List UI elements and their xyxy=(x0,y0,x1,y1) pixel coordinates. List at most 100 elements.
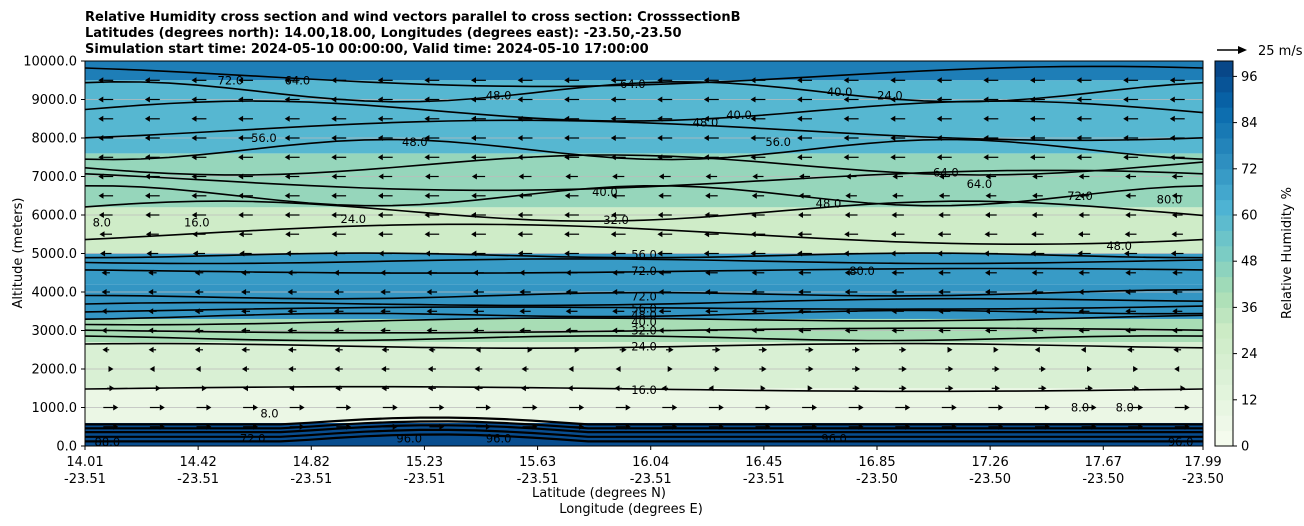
wind-vector-head xyxy=(475,346,481,353)
wind-vector-head xyxy=(241,289,247,295)
wind-vector-head xyxy=(284,173,290,180)
wind-vector-head xyxy=(1078,212,1084,218)
wind-vector-head xyxy=(621,346,627,353)
wind-vector-head xyxy=(377,212,383,218)
contour-line xyxy=(85,297,1203,307)
contour-label: 96.0 xyxy=(396,431,422,445)
wind-vector-head xyxy=(705,269,711,276)
humidity-band xyxy=(85,342,1203,389)
wind-vector-head xyxy=(564,192,570,199)
x-tick-label-lon: -23.51 xyxy=(743,472,785,487)
wind-vector-head xyxy=(905,404,911,411)
x-tick-label-lat: 17.67 xyxy=(1085,455,1122,470)
wind-vector-head xyxy=(985,173,991,180)
x-tick-label-lat: 14.01 xyxy=(66,455,103,470)
wind-vector-head xyxy=(471,212,476,218)
contour-label: 72.0 xyxy=(218,73,244,87)
wind-vector-head xyxy=(98,96,104,103)
wind-vector-head xyxy=(1123,96,1129,103)
contour-label: 48.0 xyxy=(816,196,842,210)
contour-line xyxy=(85,138,1203,161)
wind-vector-head xyxy=(657,96,663,103)
wind-vector-head xyxy=(1174,366,1180,372)
wind-vector-head xyxy=(983,154,989,161)
wind-vector-head xyxy=(948,366,954,372)
wind-vector-head xyxy=(610,77,616,84)
wind-vector-head xyxy=(287,289,293,295)
wind-vector-head xyxy=(1123,77,1129,84)
wind-vector-head xyxy=(1030,115,1035,122)
wind-vector-head xyxy=(565,269,571,276)
wind-vector-head xyxy=(473,327,478,334)
wind-vector-head xyxy=(532,404,538,411)
wind-vector-head xyxy=(985,327,990,334)
wind-vector-head xyxy=(705,173,711,180)
wind-vector-head xyxy=(380,289,386,295)
wind-vector-head xyxy=(101,327,107,334)
wind-vector-head xyxy=(718,404,724,411)
wind-vector-head xyxy=(471,173,477,180)
wind-vector-head xyxy=(1172,289,1178,295)
wind-vector-head xyxy=(751,269,757,276)
wind-vector-head xyxy=(238,96,244,103)
wind-vector-head xyxy=(238,77,244,84)
quiver-key-label: 25 m/s xyxy=(1258,44,1303,59)
wind-vector-head xyxy=(951,404,957,411)
wind-vector-head xyxy=(517,154,523,161)
plot-area: 96.0 96.0 96.0 96.088.0 72.08.016.024.032.04… xyxy=(85,61,1203,446)
wind-vector-head xyxy=(194,308,200,315)
wind-vector-head xyxy=(192,231,198,238)
contour-label: 64.0 xyxy=(620,77,646,91)
wind-vector-head xyxy=(845,173,851,180)
wind-vector-head xyxy=(206,404,212,411)
wind-vector-head xyxy=(333,308,339,315)
wind-vector-head xyxy=(335,385,341,392)
wind-vector-head xyxy=(380,327,386,334)
x-tick-label-lat: 16.45 xyxy=(745,455,782,470)
wind-vector-head xyxy=(334,366,340,372)
contour-label: 72.0 xyxy=(1067,189,1093,203)
wind-vector-head xyxy=(146,250,152,257)
colorbar-segment xyxy=(1215,322,1233,339)
wind-vector-head xyxy=(995,385,1000,392)
contour-label: 96.0 xyxy=(486,431,512,445)
wind-vector-head xyxy=(718,423,724,430)
wind-vector-head xyxy=(532,423,538,430)
wind-vector-head xyxy=(98,212,104,218)
colorbar-segment xyxy=(1215,292,1233,308)
contour-label: 24.0 xyxy=(877,89,903,103)
wind-vector-head xyxy=(564,135,570,141)
wind-vector-head xyxy=(985,212,990,218)
contour-label: 48.0 xyxy=(1106,239,1132,253)
wind-vector-head xyxy=(1123,154,1129,161)
colorbar-tick-label: 84 xyxy=(1241,116,1258,131)
wind-vector-head xyxy=(517,96,523,103)
wind-vector-head xyxy=(1169,77,1175,84)
wind-vector-head xyxy=(288,346,293,353)
wind-vector-head xyxy=(798,308,804,315)
wind-vector-head xyxy=(844,212,850,218)
wind-vector-head xyxy=(471,154,476,161)
wind-vector-head xyxy=(1124,250,1130,257)
wind-vector-head xyxy=(1034,346,1040,353)
wind-vector-head xyxy=(612,173,618,180)
wind-vector-head xyxy=(517,250,523,257)
wind-vector-head xyxy=(855,366,861,372)
wind-vector-head xyxy=(238,154,244,161)
wind-vector-head xyxy=(797,77,803,84)
wind-vector-head xyxy=(238,135,244,141)
contour-label: 64.0 xyxy=(967,177,993,191)
wind-vector-head xyxy=(612,327,618,334)
wind-vector-head xyxy=(485,423,491,430)
contour-label: 64.0 xyxy=(933,166,959,180)
wind-vector-head xyxy=(938,192,944,199)
wind-vector-head xyxy=(149,366,155,372)
wind-vector-head xyxy=(937,250,943,257)
contour-label: 56.0 xyxy=(631,302,657,316)
wind-vector-head xyxy=(392,404,398,411)
colorbar-tick-label: 0 xyxy=(1241,440,1249,455)
wind-vector-head xyxy=(1138,404,1144,411)
wind-vector-head xyxy=(937,231,943,238)
wind-vector-head xyxy=(148,289,154,295)
wind-vector-head xyxy=(1031,231,1037,238)
